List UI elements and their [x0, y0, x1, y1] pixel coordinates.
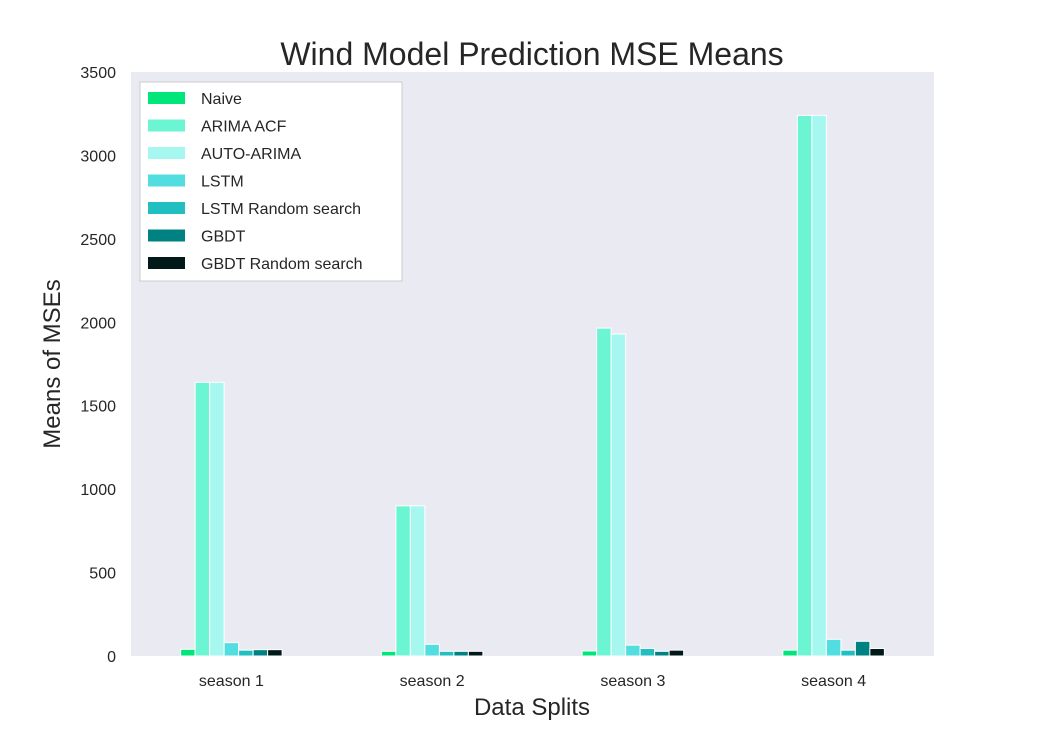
bar: [438, 650, 455, 657]
legend-swatch: [148, 257, 185, 269]
legend-label: ARIMA ACF: [201, 119, 287, 136]
legend-swatch: [148, 202, 185, 214]
bar: [654, 650, 670, 657]
bar: [194, 381, 211, 657]
bar: [825, 638, 842, 657]
bar: [209, 381, 225, 657]
legend-label: GBDT Random search: [201, 256, 363, 273]
y-tick-label: 1500: [80, 399, 116, 416]
bar: [811, 114, 827, 657]
legend-label: LSTM Random search: [201, 201, 361, 218]
legend-swatch: [148, 229, 185, 242]
bar: [180, 648, 196, 657]
bar: [238, 649, 254, 657]
bar: [610, 333, 627, 657]
bar: [854, 640, 871, 657]
y-tick-label: 3000: [80, 148, 116, 165]
x-tick-label: season 3: [600, 673, 665, 690]
y-tick-label: 3500: [80, 65, 116, 82]
bar: [223, 642, 240, 657]
bar: [639, 647, 656, 657]
bar: [840, 649, 856, 657]
legend-swatch: [148, 174, 185, 187]
y-tick-label: 2000: [80, 315, 116, 332]
bar: [252, 649, 269, 657]
bar: [668, 649, 685, 657]
bars: [180, 114, 885, 657]
legend-swatch: [148, 92, 185, 104]
legend-label: Naive: [201, 91, 242, 108]
x-tick-label: season 1: [199, 673, 264, 690]
bar: [395, 505, 411, 657]
y-tick-label: 2500: [80, 232, 116, 249]
y-axis-label: Means of MSEs: [39, 279, 66, 448]
legend: Naive ARIMA ACF AUTO-ARIMA LSTM LSTM Random …: [139, 81, 403, 282]
x-tick-label: season 4: [801, 673, 866, 690]
bar: [380, 650, 397, 657]
chart-title: Wind Model Prediction MSE Means: [280, 36, 783, 72]
legend-swatch: [148, 119, 185, 132]
bar: [596, 327, 612, 657]
y-tick-label: 1000: [80, 482, 116, 499]
bar: [796, 114, 813, 657]
bar: [869, 647, 885, 657]
legend-swatch: [148, 147, 185, 159]
bar: [424, 643, 440, 657]
x-axis-label: Data Splits: [474, 694, 590, 721]
y-axis-ticks: 0 500 1000 1500 2000 2500 3000 3500: [80, 65, 116, 666]
bar: [409, 505, 426, 657]
bar: [625, 644, 641, 657]
legend-label: AUTO-ARIMA: [201, 146, 301, 163]
bar: [453, 650, 469, 657]
bar: [581, 650, 598, 657]
bar: [782, 649, 798, 657]
y-tick-label: 0: [107, 649, 116, 666]
bar: [267, 649, 283, 657]
y-tick-label: 500: [89, 566, 116, 583]
legend-label: LSTM: [201, 174, 244, 191]
x-axis-ticks: season 1 season 2 season 3 season 4: [199, 673, 866, 690]
legend-label: GBDT: [201, 229, 246, 246]
bar: [467, 650, 484, 657]
x-tick-label: season 2: [400, 673, 465, 690]
